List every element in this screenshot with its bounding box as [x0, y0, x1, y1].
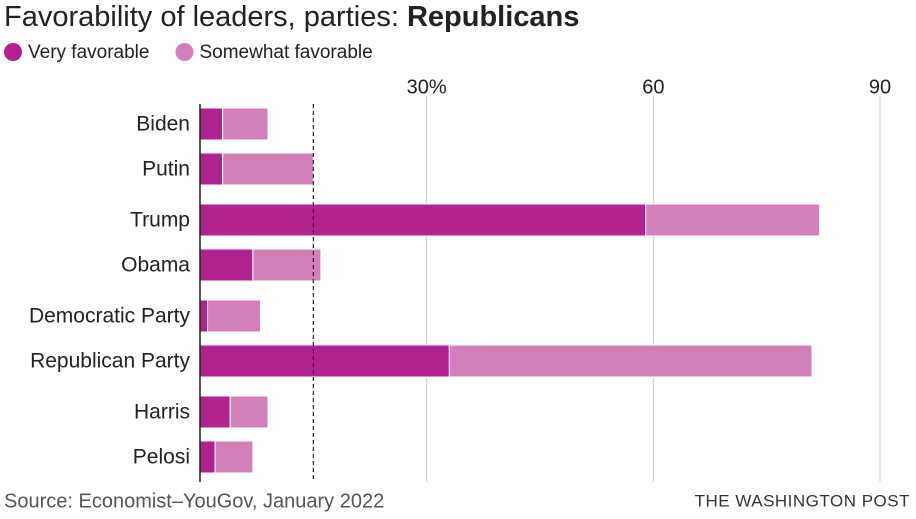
bar-segment	[222, 152, 314, 186]
chart-title: Favorability of leaders, parties: Republ…	[4, 1, 579, 33]
bar-segment	[252, 248, 322, 282]
y-tick-label: Harris	[134, 401, 190, 424]
bar-segment	[199, 107, 224, 141]
bar-segment	[448, 344, 813, 378]
y-tick-label: Republican Party	[30, 350, 190, 373]
bar-segment	[199, 344, 450, 378]
legend-swatch	[175, 43, 194, 61]
bar-segment	[199, 152, 224, 186]
x-tick-label: 60	[642, 76, 664, 98]
title-text: Favorability of leaders, parties:	[4, 1, 399, 33]
bar-segment	[229, 395, 269, 429]
x-tick-label: 90	[869, 76, 891, 98]
bar-segment	[199, 395, 231, 429]
bar-segment	[214, 440, 254, 474]
legend-label: Very favorable	[28, 42, 149, 63]
title-emphasis: Republicans	[407, 1, 579, 33]
legend-swatch	[4, 43, 22, 61]
y-tick-label: Trump	[130, 209, 190, 232]
x-tick-label: 30%	[407, 76, 447, 98]
bar-segment	[199, 299, 209, 333]
source: Source: Economist–YouGov, January 2022	[4, 490, 384, 512]
legend-label: Somewhat favorable	[199, 42, 372, 63]
y-tick-label: Obama	[121, 254, 190, 277]
bar-segment	[207, 299, 261, 333]
bar-segment	[199, 440, 216, 474]
y-tick-label: Putin	[142, 158, 190, 181]
y-tick-label: Democratic Party	[29, 305, 191, 328]
bar-segment	[199, 203, 647, 237]
bar-segment	[199, 248, 254, 282]
y-tick-label: Pelosi	[133, 446, 190, 469]
credit: THE WASHINGTON POST	[695, 491, 910, 510]
bar-segment	[645, 203, 821, 237]
y-tick-label: Biden	[136, 113, 190, 136]
bar-segment	[222, 107, 269, 141]
